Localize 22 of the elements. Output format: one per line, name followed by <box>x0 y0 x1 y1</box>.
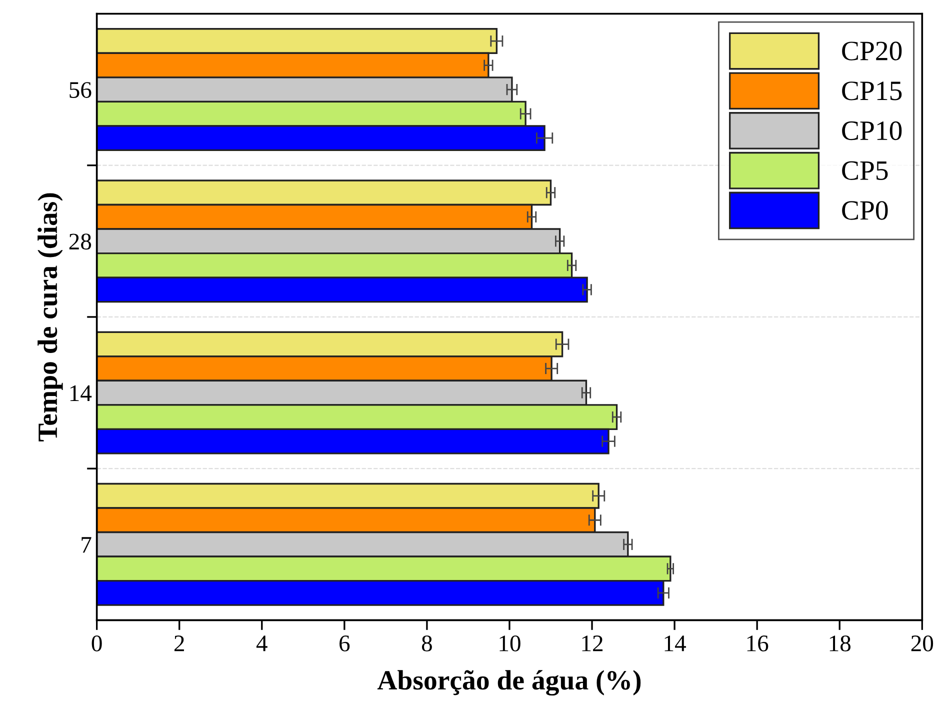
x-tick-label: 4 <box>256 636 268 652</box>
x-tick-label: 2 <box>174 636 184 652</box>
legend-label: CP0 <box>842 201 888 220</box>
legend-label: CP10 <box>842 121 902 140</box>
x-axis-title: Absorção de água (%) <box>377 670 641 696</box>
x-tick-label: 18 <box>830 635 851 652</box>
y-tick-label: 28 <box>69 234 92 250</box>
x-tick-label: 10 <box>500 635 520 652</box>
y-tick-label: 14 <box>70 385 92 401</box>
y-tick-label: 56 <box>70 82 92 98</box>
x-tick-label: 20 <box>911 635 934 652</box>
x-tick-label: 6 <box>340 636 350 652</box>
y-axis-title: Tempo de cura (dias) <box>38 193 63 442</box>
x-tick-label: 0 <box>92 635 102 652</box>
legend-label: CP5 <box>842 161 888 180</box>
x-tick-label: 14 <box>664 636 686 652</box>
x-tick-label: 12 <box>582 636 603 652</box>
x-tick-label: 8 <box>422 635 432 652</box>
y-tick-label: 7 <box>82 537 92 553</box>
x-tick-label: 16 <box>747 636 768 652</box>
legend-label: CP15 <box>842 82 902 100</box>
legend-label: CP20 <box>842 42 902 60</box>
